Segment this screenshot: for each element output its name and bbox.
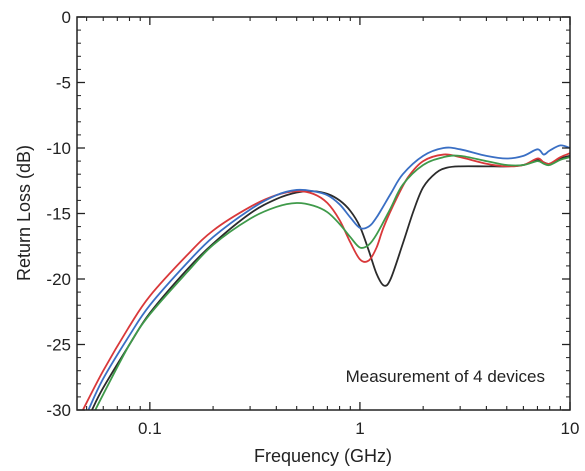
x-tick-label: 10 [561, 419, 580, 438]
axis-tick-labels: 0.1 1 10 0 -5 -10 -15 -20 -25 -30 [46, 8, 579, 438]
y-tick-label: -15 [46, 205, 71, 224]
y-tick-label: -20 [46, 270, 71, 289]
y-tick-label: -10 [46, 139, 71, 158]
y-tick-label: -25 [46, 336, 71, 355]
axis-ticks [77, 16, 571, 411]
x-tick-label: 1 [355, 419, 364, 438]
series-line-4 [94, 154, 570, 410]
plot-frame [76, 16, 571, 411]
y-axis-title: Return Loss (dB) [14, 145, 34, 281]
plot-lines [82, 144, 570, 410]
chart-annotation: Measurement of 4 devices [346, 367, 545, 386]
y-tick-label: -5 [56, 74, 71, 93]
y-tick-label: 0 [62, 8, 71, 27]
x-tick-label: 0.1 [138, 419, 162, 438]
x-axis-title: Frequency (GHz) [254, 446, 392, 466]
y-tick-label: -30 [46, 401, 71, 420]
series-line-3 [87, 144, 570, 410]
